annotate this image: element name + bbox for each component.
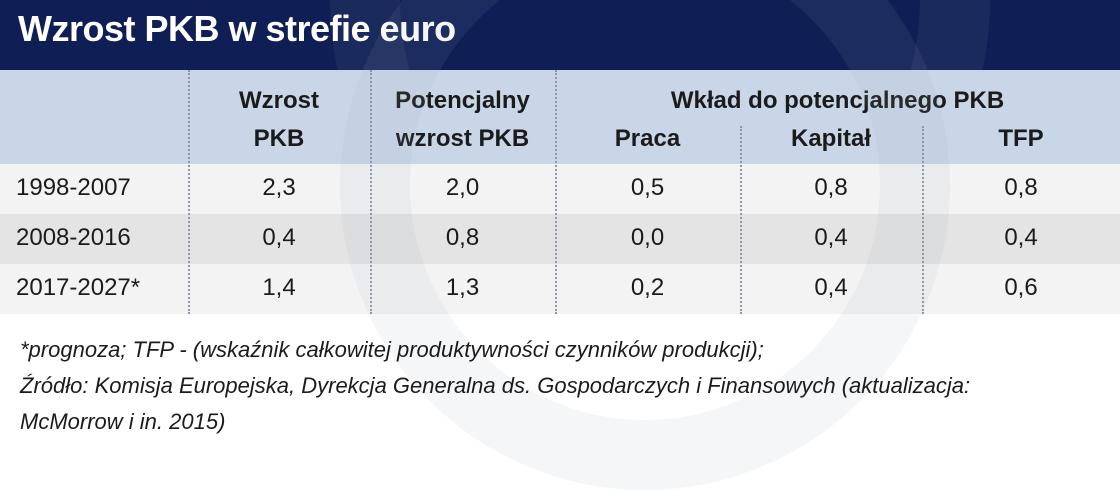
cell-capital: 0,4 bbox=[814, 224, 848, 251]
cell-gdp-growth: 1,4 bbox=[262, 274, 296, 301]
header-gdp-growth-line1: Wzrost bbox=[239, 87, 319, 114]
column-divider bbox=[555, 70, 557, 314]
cell-gdp-growth: 2,3 bbox=[262, 174, 296, 201]
header-potential-growth-line2: wzrost PKB bbox=[395, 125, 530, 152]
cell-capital: 0,8 bbox=[814, 174, 848, 201]
cell-gdp-growth: 0,4 bbox=[262, 224, 296, 251]
header-contribution-group: Wkład do potencjalnego PKB bbox=[670, 87, 1005, 114]
title-bar: Wzrost PKB w strefie euro bbox=[0, 0, 1120, 70]
column-divider bbox=[922, 126, 924, 314]
table-row bbox=[0, 164, 1120, 214]
cell-tfp: 0,4 bbox=[1004, 224, 1038, 251]
row-label: 2017-2027* bbox=[16, 274, 141, 301]
row-label: 2008-2016 bbox=[16, 224, 131, 251]
header-tfp: TFP bbox=[998, 125, 1044, 152]
cell-tfp: 0,8 bbox=[1004, 174, 1038, 201]
cell-potential-growth: 2,0 bbox=[445, 174, 480, 201]
header-labour: Praca bbox=[614, 125, 681, 152]
column-divider bbox=[188, 70, 190, 314]
header-gdp-growth-line2: PKB bbox=[253, 125, 305, 152]
cell-capital: 0,4 bbox=[814, 274, 848, 301]
row-label: 1998-2007 bbox=[16, 174, 131, 201]
table-row bbox=[0, 214, 1120, 264]
column-divider bbox=[370, 70, 372, 314]
cell-potential-growth: 1,3 bbox=[445, 274, 480, 301]
cell-labour: 0,2 bbox=[630, 274, 665, 301]
table-header bbox=[0, 70, 1120, 164]
footnote-line: Źródło: Komisja Europejska, Dyrekcja Gen… bbox=[20, 373, 971, 398]
data-table: Wzrost PKB Potencjalny wzrost PKB Wkład … bbox=[0, 70, 1120, 314]
cell-labour: 0,0 bbox=[630, 224, 665, 251]
header-potential-growth-line1: Potencjalny bbox=[395, 87, 530, 114]
chart-title: Wzrost PKB w strefie euro bbox=[18, 8, 456, 49]
cell-tfp: 0,6 bbox=[1004, 274, 1038, 301]
table-row bbox=[0, 264, 1120, 314]
cell-labour: 0,5 bbox=[630, 174, 665, 201]
footnote-line: McMorrow i in. 2015) bbox=[20, 409, 226, 434]
footnote: *prognoza; TFP - (wskaźnik całkowitej pr… bbox=[20, 332, 1110, 440]
header-capital: Kapitał bbox=[790, 125, 871, 152]
column-divider bbox=[740, 126, 742, 314]
title-bar-decoration bbox=[330, 0, 990, 70]
footnote-line: *prognoza; TFP - (wskaźnik całkowitej pr… bbox=[20, 337, 764, 362]
cell-potential-growth: 0,8 bbox=[445, 224, 480, 251]
